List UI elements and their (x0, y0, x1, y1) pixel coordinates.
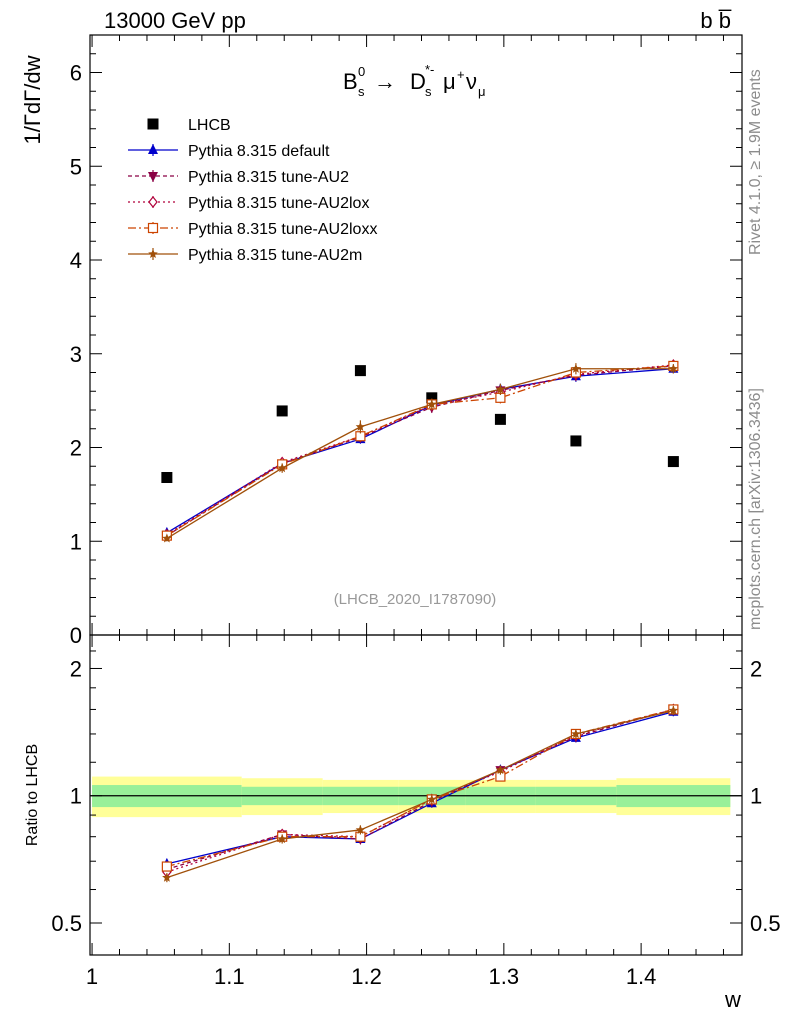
process-muon-sup: + (457, 67, 465, 82)
main-series-AU2loxx (161, 360, 679, 541)
main-point-AU2m-0 (162, 533, 172, 543)
ratio-ytick-label-left-2: 2 (70, 656, 82, 681)
legend-entry-AU2loxx: Pythia 8.315 tune-AU2loxx (128, 221, 377, 238)
ratio-point-AU2m-2 (355, 824, 366, 834)
process-neutrino: ν (466, 69, 477, 94)
ratio-uncertainty-bands (90, 776, 742, 818)
main-line-AU2lox (166, 364, 674, 536)
legend-label-AU2m: Pythia 8.315 tune-AU2m (188, 247, 362, 264)
axes-frames (89, 34, 743, 956)
ratio-point-AU2m-3 (427, 794, 437, 804)
xtick-label-4: 1.4 (626, 964, 657, 989)
mcplots-source-label: mcplots.cern.ch [arXiv:1306.3436] (747, 388, 764, 630)
main-ytick-label-2: 2 (70, 436, 82, 461)
main-line-AU2loxx (166, 365, 674, 537)
legend-entry-LHCB: LHCB (147, 117, 231, 134)
main-point-LHCB-3 (426, 392, 438, 404)
main-ytick-label-5: 5 (70, 154, 82, 179)
legend-entry-AU2: Pythia 8.315 tune-AU2 (128, 169, 349, 186)
legend-marker-AU2lox (148, 196, 158, 208)
legend-label-AU2lox: Pythia 8.315 tune-AU2lox (188, 195, 369, 212)
legend: LHCB Pythia 8.315 default Pythia 8.315 tun… (128, 117, 377, 264)
rivet-version-label: Rivet 4.1.0, ≥ 1.9M events (747, 69, 764, 255)
main-ytick-label-3: 3 (70, 342, 82, 367)
xtick-label-0: 1 (86, 964, 98, 989)
process-final: D (410, 69, 426, 94)
ratio-point-AU2m-0 (162, 872, 172, 882)
ratio-ytick-label-right-1: 1 (750, 784, 762, 809)
ratio-point-AU2m-1 (277, 834, 287, 844)
main-line-AU2 (166, 365, 674, 537)
xtick-label-2: 1.2 (351, 964, 382, 989)
header-left: 13000 GeV pp (104, 8, 246, 33)
process-final-sub: s (425, 84, 432, 99)
main-point-AU2m-6 (668, 363, 679, 373)
main-ytick-label-4: 4 (70, 248, 82, 273)
legend-label-AU2loxx: Pythia 8.315 tune-AU2loxx (188, 221, 377, 238)
main-point-AU2m-2 (355, 421, 366, 431)
legend-entry-AU2m: Pythia 8.315 tune-AU2m (128, 247, 362, 264)
ratio-point-AU2loxx-0 (161, 861, 172, 872)
process-final-sup: *- (425, 62, 434, 77)
ratio-y-axis-label: Ratio to LHCB (24, 744, 41, 846)
process-neutrino-sub: μ (478, 84, 486, 99)
ratio-series-AU2m (162, 705, 679, 883)
main-series-AU2m (162, 363, 679, 543)
legend-entry-default: Pythia 8.315 default (128, 143, 330, 160)
analysis-tag: (LHCB_2020_I1787090) (334, 591, 497, 608)
ratio-point-AU2m-6 (668, 705, 679, 715)
main-series-AU2lox (162, 359, 679, 541)
legend-marker-default (148, 144, 158, 154)
main-series-AU2 (161, 361, 679, 542)
ratio-frame (89, 634, 743, 956)
process-arrow: → (374, 69, 396, 94)
data-series (161, 359, 679, 883)
legend-label-default: Pythia 8.315 default (188, 143, 330, 160)
legend-marker-AU2loxx (147, 222, 159, 234)
ratio-ytick-label-right-2: 2 (750, 656, 762, 681)
ratio-point-AU2m-4 (495, 765, 506, 775)
main-point-AU2m-5 (571, 363, 581, 373)
main-point-LHCB-0 (161, 472, 173, 483)
main-point-AU2m-1 (277, 463, 287, 473)
legend-marker-AU2m (148, 249, 158, 258)
main-line-default (166, 368, 674, 534)
main-ytick-label-6: 6 (70, 61, 82, 86)
x-axis-label: w (724, 987, 741, 1012)
ratio-point-AU2m-5 (571, 729, 581, 738)
main-point-LHCB-5 (570, 435, 582, 447)
legend-label-AU2: Pythia 8.315 tune-AU2 (188, 169, 349, 186)
legend-marker-LHCB (147, 118, 159, 130)
process-initial-sub: s (358, 84, 365, 99)
main-point-LHCB-4 (494, 413, 506, 425)
process-initial-sup: 0 (358, 64, 365, 79)
main-ytick-label-1: 1 (70, 529, 82, 554)
main-point-AU2m-4 (495, 384, 506, 394)
main-point-LHCB-1 (276, 405, 288, 417)
ratio-ytick-label-right-0: 0.5 (750, 911, 781, 936)
header-right: b b̅ (700, 8, 732, 33)
main-series-default (161, 362, 679, 537)
xtick-label-1: 1.1 (214, 964, 245, 989)
main-ytick-label-0: 0 (70, 623, 82, 648)
process-label: B s 0 → D s *- μ + ν μ (343, 62, 486, 99)
legend-label-LHCB: LHCB (188, 117, 231, 134)
main-line-AU2m (166, 368, 674, 539)
legend-marker-AU2 (148, 172, 158, 182)
main-point-LHCB-6 (667, 456, 679, 468)
legend-entry-AU2lox: Pythia 8.315 tune-AU2lox (128, 195, 369, 212)
tick-labels: 0 1 2 3 4 5 6 0.5 0.5 1 1 2 2 1 1.1 1.2 1.3 1.4 (51, 61, 780, 990)
xtick-label-3: 1.3 (489, 964, 520, 989)
ratio-ytick-label-left-1: 1 (70, 784, 82, 809)
ratio-ytick-label-left-0: 0.5 (51, 911, 82, 936)
process-initial: B (343, 69, 358, 94)
main-y-axis-label: 1/ΓdΓ/dw (20, 55, 45, 144)
main-point-LHCB-2 (354, 365, 366, 377)
process-muon: μ (443, 69, 456, 94)
main-point-AU2m-3 (427, 399, 437, 409)
main-series-LHCB (161, 365, 679, 483)
